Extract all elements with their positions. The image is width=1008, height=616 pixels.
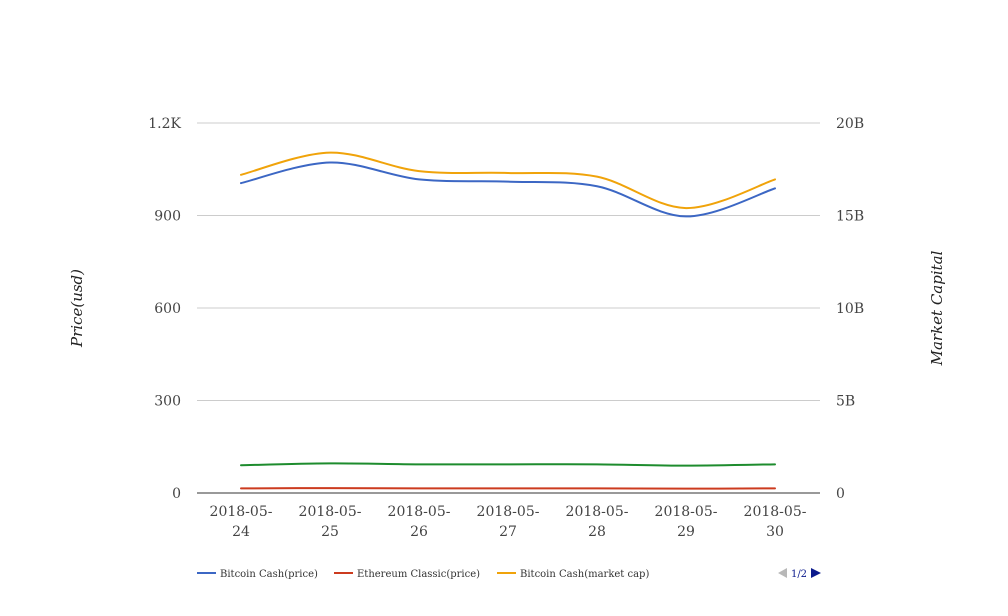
x-axis-tick-label: 2018-05-25 — [299, 504, 362, 540]
x-axis-ticks: 2018-05-24 2018-05-25 2018-05-26 2018-05-27… — [210, 504, 807, 540]
legend-item-label[interactable]: Bitcoin Cash(price) — [220, 569, 318, 580]
x-axis-tick-label: 2018-05-24 — [210, 504, 273, 540]
pager-label: 1/2 — [791, 569, 807, 580]
legend-pager: 1/2 — [778, 568, 821, 580]
series-lines — [240, 151, 776, 490]
x-axis-tick-label: 2018-05-26 — [388, 504, 451, 540]
right-axis-tick-label: 15B — [836, 209, 864, 225]
left-axis-tick-label: 900 — [154, 209, 181, 225]
left-axis-tick-label: 1.2K — [148, 116, 181, 132]
x-axis-tick-label: 2018-05-29 — [655, 504, 718, 540]
legend-item-label[interactable]: Ethereum Classic(price) — [357, 569, 480, 580]
series-line-1 — [240, 487, 776, 490]
left-axis-tick-label: 600 — [154, 301, 181, 317]
right-axis-tick-label: 10B — [836, 301, 864, 317]
left-axis-title: Price(usd) — [68, 269, 86, 348]
right-axis-tick-label: 20B — [836, 116, 864, 132]
right-axis-tick-label: 5B — [836, 394, 855, 410]
right-axis-tick-label: 0 — [836, 486, 845, 502]
x-axis-tick-label: 2018-05-28 — [566, 504, 629, 540]
legend-item-label[interactable]: Bitcoin Cash(market cap) — [520, 569, 649, 580]
grid-lines — [197, 122, 820, 494]
x-axis-tick-label: 2018-05-30 — [744, 504, 807, 540]
legend: Bitcoin Cash(price) Ethereum Classic(pric… — [197, 569, 649, 580]
right-axis-title: Market Capital — [928, 250, 946, 366]
left-axis-tick-label: 300 — [154, 394, 181, 410]
previous-page-icon[interactable] — [778, 568, 787, 578]
left-axis-tick-label: 0 — [172, 486, 181, 502]
left-axis-ticks: 0 300 600 900 1.2K — [148, 116, 181, 502]
series-line-2 — [240, 151, 776, 210]
x-axis-tick-label: 2018-05-27 — [477, 504, 540, 540]
series-line-3 — [240, 462, 776, 467]
series-line-0 — [240, 161, 776, 218]
next-page-icon[interactable] — [811, 568, 821, 578]
right-axis-ticks: 0 5B 10B 15B 20B — [836, 116, 864, 502]
